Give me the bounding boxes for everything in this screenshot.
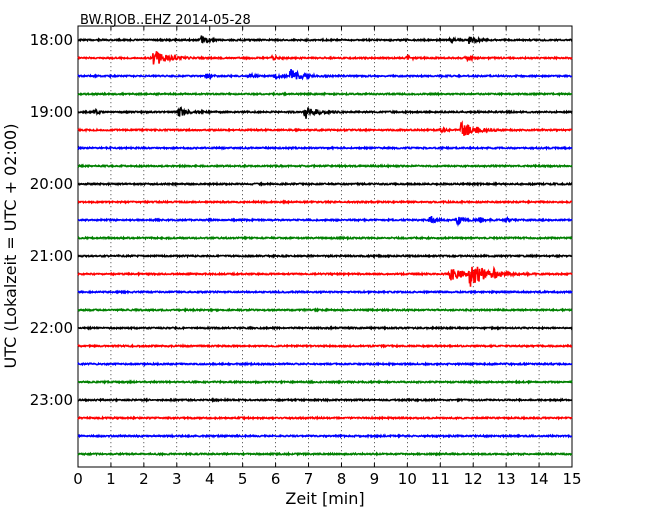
trace-line (77, 199, 573, 205)
x-tick-label: 14 (530, 470, 549, 488)
trace-line (77, 163, 573, 169)
y-tick-label: 19:00 (30, 103, 73, 121)
x-tick-label: 8 (337, 470, 347, 488)
trace-line (77, 181, 573, 187)
trace-line (77, 415, 573, 421)
trace-line (77, 91, 573, 97)
x-tick-label: 2 (139, 470, 149, 488)
trace-line (77, 397, 573, 404)
trace-line (77, 265, 573, 287)
trace-line (77, 343, 573, 349)
y-tick-label: 20:00 (30, 175, 73, 193)
trace-line (77, 289, 573, 295)
y-axis-label: UTC (Lokalzeit = UTC + 02:00) (1, 124, 20, 369)
trace-line (77, 451, 573, 457)
x-tick-label: 11 (431, 470, 450, 488)
x-tick-label: 5 (238, 470, 248, 488)
trace-line (77, 106, 573, 119)
plot-area-frame (77, 25, 573, 468)
x-tick-label: 4 (205, 470, 215, 488)
x-tick-label: 7 (304, 470, 314, 488)
trace-line (77, 433, 573, 439)
trace-line (77, 235, 573, 241)
y-axis-ticks: 18:00 19:00 20:00 21:00 22:00 23:00 (30, 31, 82, 409)
x-tick-label: 15 (562, 470, 581, 488)
x-axis-label: Zeit [min] (285, 489, 364, 508)
y-tick-label: 23:00 (30, 391, 73, 409)
trace-line (77, 361, 573, 367)
trace-line (77, 35, 573, 45)
trace-line (77, 145, 573, 151)
y-tick-label: 21:00 (30, 247, 73, 265)
chart-title: BW.RJOB..EHZ 2014-05-28 (80, 13, 251, 28)
trace-line (77, 379, 573, 385)
x-tick-label: 0 (73, 470, 83, 488)
y-tick-label: 18:00 (30, 31, 73, 49)
x-tick-label: 9 (370, 470, 380, 488)
x-tick-label: 6 (271, 470, 281, 488)
trace-line (77, 51, 573, 65)
trace-line (77, 215, 573, 228)
x-tick-label: 13 (497, 470, 516, 488)
trace-line (77, 307, 573, 313)
y-tick-label: 22:00 (30, 319, 73, 337)
trace-line (77, 325, 573, 331)
trace-line (77, 253, 573, 259)
trace-line (77, 68, 573, 81)
x-tick-label: 10 (398, 470, 417, 488)
x-tick-label: 1 (106, 470, 116, 488)
trace-group (77, 35, 573, 457)
x-tick-label: 12 (464, 470, 483, 488)
x-axis-ticks: 0 1 2 3 4 5 6 7 8 9 10 11 12 13 14 15 (73, 26, 582, 488)
trace-line (77, 120, 573, 136)
x-tick-label: 3 (172, 470, 182, 488)
grid-lines (110, 26, 540, 467)
